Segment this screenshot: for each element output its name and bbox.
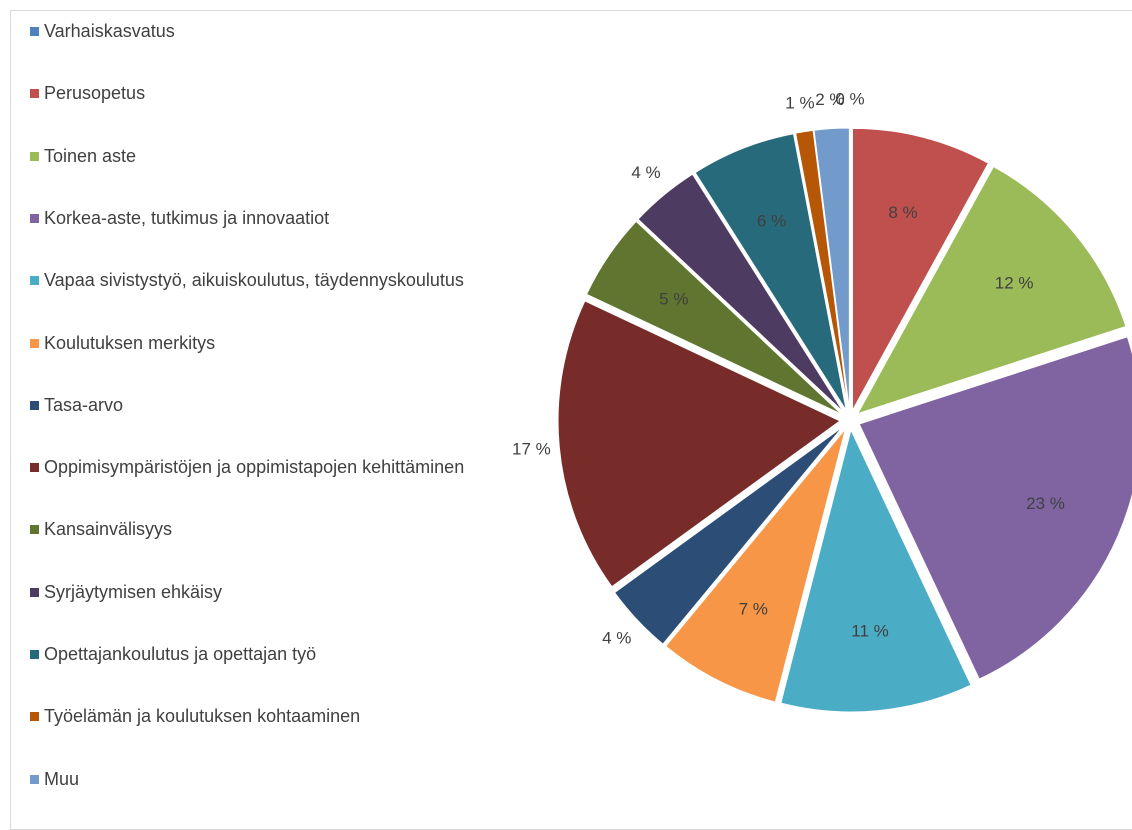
data-label: 17 % — [512, 440, 551, 459]
legend-swatch — [30, 774, 39, 784]
legend-swatch — [30, 27, 39, 36]
legend-label: Perusopetus — [44, 83, 146, 104]
data-label: 4 % — [602, 629, 631, 648]
legend-label: Kansainvälisyys — [44, 519, 173, 540]
chart-area: 0 % 8 % 12 % 23 % 11 % 7 % 4 % 17 % 5 % 4 % 6 % 1 %… — [10, 10, 1132, 830]
legend-label: Korkea-aste, tutkimus ja innovaatiot — [44, 207, 330, 228]
pie-slice — [637, 173, 845, 413]
data-label: 1 % — [785, 93, 814, 112]
data-label: 23 % — [1026, 494, 1065, 513]
pie-slice — [780, 428, 972, 713]
pie-slice — [851, 127, 990, 411]
data-label: 5 % — [659, 290, 688, 309]
pie-slice — [557, 300, 842, 588]
legend-label: Tasa-arvo — [44, 394, 124, 415]
data-label: 12 % — [995, 274, 1034, 293]
legend-label: Koulutuksen merkitys — [44, 332, 216, 353]
legend-swatch — [30, 213, 39, 223]
pie-slice — [585, 220, 843, 415]
data-label: 4 % — [631, 163, 660, 182]
legend-label: Varhaiskasvatus — [44, 21, 175, 41]
data-label: 7 % — [739, 599, 768, 618]
pie-slice — [613, 426, 844, 645]
legend-swatch — [30, 712, 39, 722]
legend-swatch — [30, 400, 39, 410]
legend-swatch — [30, 276, 39, 286]
legend-label: Työelämän ja koulutuksen kohtaaminen — [44, 706, 361, 727]
legend-label: Syrjäytymisen ehkäisy — [44, 581, 223, 602]
pie-slice — [858, 336, 1132, 680]
pie-slice — [665, 428, 846, 703]
legend-label: Oppimisympäristöjen ja oppimistapojen ke… — [44, 457, 465, 478]
legend-swatch — [30, 89, 39, 99]
data-label: 0 % — [835, 89, 864, 108]
pie-chart: 0 % 8 % 12 % 23 % 11 % 7 % 4 % 17 % 5 % 4 % 6 % 1 %… — [512, 89, 1132, 713]
legend-label: Vapaa sivistystyö, aikuiskoulutus, täyde… — [44, 270, 464, 291]
legend-label: Toinen aste — [44, 145, 137, 166]
pie-slice — [813, 127, 850, 411]
data-label: 2 % — [815, 90, 844, 109]
pie-slice — [694, 133, 847, 411]
legend-swatch — [30, 650, 39, 659]
legend-label: Opettajankoulutus ja opettajan työ — [44, 644, 317, 664]
legend-label: Muu — [44, 768, 80, 789]
data-label: 8 % — [888, 203, 917, 222]
legend-swatch — [30, 587, 39, 597]
legend-swatch — [30, 338, 39, 348]
data-label: 6 % — [757, 211, 786, 230]
pie-slice — [856, 165, 1127, 415]
pie-slice — [795, 129, 849, 411]
legend-swatch — [30, 463, 39, 473]
legend-swatch — [30, 151, 39, 161]
legend-swatch — [30, 525, 39, 535]
data-label: 11 % — [851, 622, 889, 641]
